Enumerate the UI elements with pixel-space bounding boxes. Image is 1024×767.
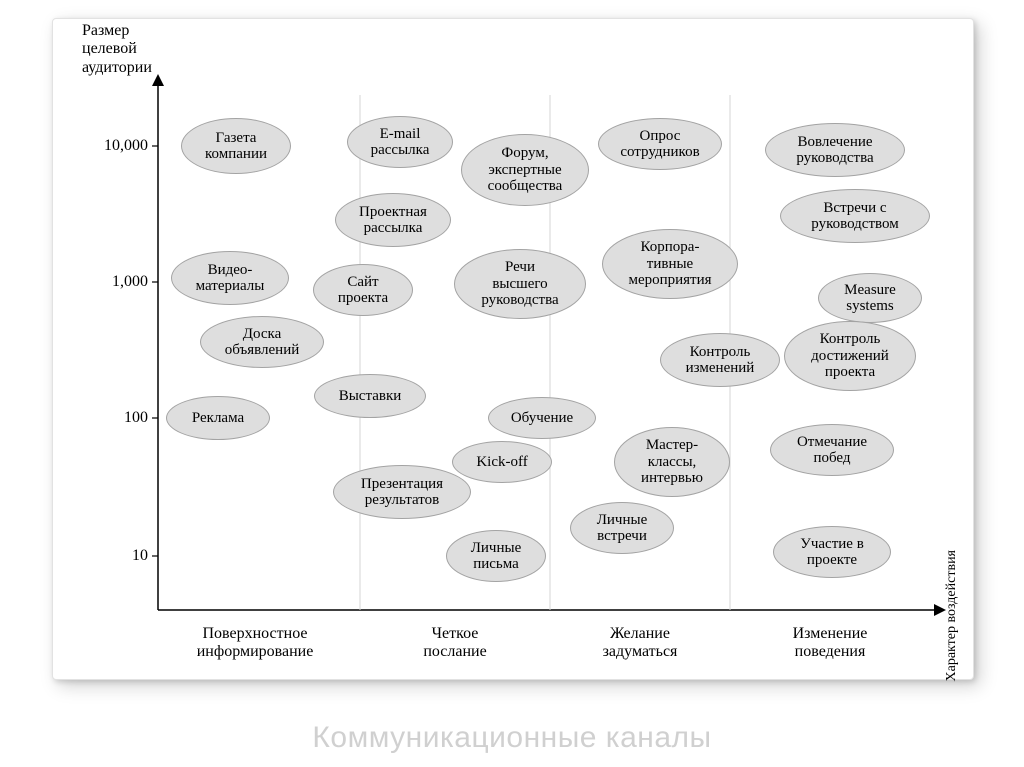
bubble-node: Опрос сотрудников xyxy=(598,118,722,170)
bubble-node: Встречи с руководством xyxy=(780,189,930,243)
bubble-node: Контроль достижений проекта xyxy=(784,321,916,391)
bubble-node: E-mail рассылка xyxy=(347,116,453,168)
bubble-node: Личные встречи xyxy=(570,502,674,554)
bubble-node: Личные письма xyxy=(446,530,546,582)
bubble-node: Kick-off xyxy=(452,441,552,483)
bubble-node: Речи высшего руководства xyxy=(454,249,586,319)
bubble-node: Сайт проекта xyxy=(313,264,413,316)
bubble-node: Контроль изменений xyxy=(660,333,780,387)
bubble-node: Доска объявлений xyxy=(200,316,324,368)
bubble-node: Форум, экспертные сообщества xyxy=(461,134,589,206)
bubble-node: Видео- материалы xyxy=(171,251,289,305)
bubble-node: Вовлечение руководства xyxy=(765,123,905,177)
bubble-node: Обучение xyxy=(488,397,596,439)
bubble-node: Участие в проекте xyxy=(773,526,891,578)
bubble-node: Measure systems xyxy=(818,273,922,323)
bubble-node: Газета компании xyxy=(181,118,291,174)
bubble-node: Выставки xyxy=(314,374,426,418)
bubble-node: Мастер- классы, интервью xyxy=(614,427,730,497)
bubble-node: Корпора- тивные мероприятия xyxy=(602,229,738,299)
bubble-node: Презентация результатов xyxy=(333,465,471,519)
bubble-node: Отмечание побед xyxy=(770,424,894,476)
nodes-layer: Газета компании E-mail рассылкаФорум, экс… xyxy=(0,0,1024,767)
page: Размер целевой аудитории 10 100 1,000 10… xyxy=(0,0,1024,767)
bubble-node: Реклама xyxy=(166,396,270,440)
bubble-node: Проектная рассылка xyxy=(335,193,451,247)
slide-title: Коммуникационные каналы xyxy=(0,721,1024,755)
